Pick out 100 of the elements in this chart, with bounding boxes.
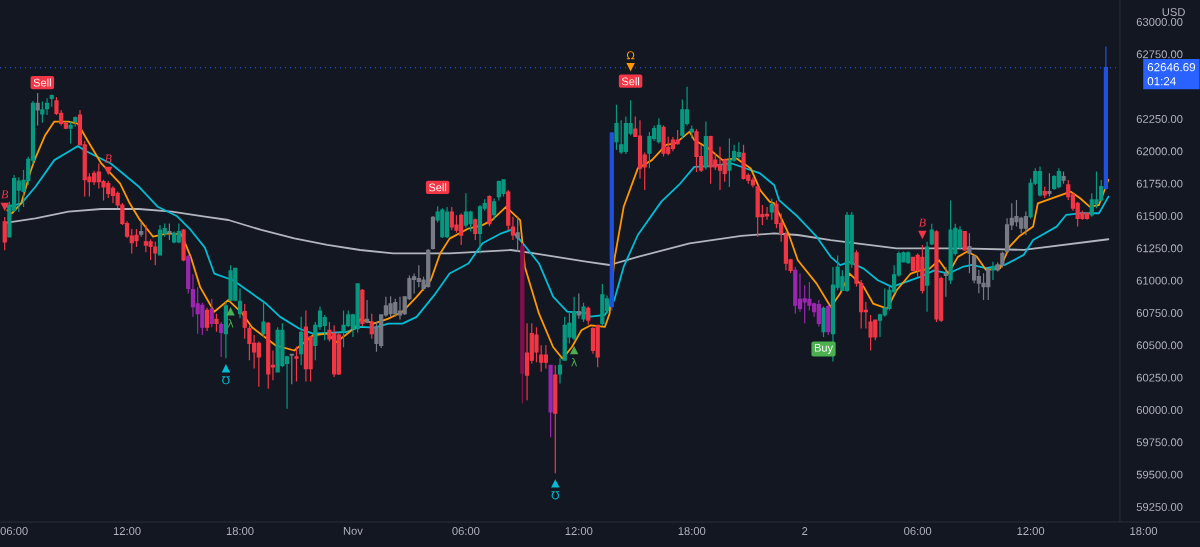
candlestick [1061, 171, 1066, 185]
annotation: ℧ [222, 376, 230, 385]
x-tick-label: 12:00 [113, 527, 141, 535]
candlestick [614, 104, 619, 151]
candlestick [948, 199, 953, 285]
candlestick [990, 261, 996, 281]
candlestick [341, 309, 346, 348]
annotation: Sell [33, 78, 51, 87]
candlestick [769, 197, 774, 221]
annotation: Sell [621, 77, 640, 86]
candlestick [619, 119, 624, 155]
candlestick [576, 292, 581, 320]
y-tick-label: 59750.00 [1136, 438, 1183, 447]
x-tick-label: 18:00 [226, 527, 254, 535]
annotation: B [104, 154, 112, 163]
x-tick-label: 06:00 [0, 527, 28, 535]
candlestick [543, 344, 548, 370]
candlestick [167, 222, 172, 241]
candlestick [294, 346, 299, 383]
candlestick [539, 344, 544, 373]
y-tick-label: 62000.00 [1136, 147, 1183, 156]
y-tick-label: 61250.00 [1136, 244, 1183, 253]
candlestick [364, 299, 370, 324]
candlestick [943, 266, 948, 298]
candlestick [49, 93, 54, 108]
candlestick [920, 244, 925, 295]
candlestick [548, 364, 553, 438]
x-tick-label: 18:00 [1130, 527, 1158, 535]
annotation: ▲ [221, 364, 231, 373]
candlestick [444, 206, 450, 239]
annotation: λ [571, 357, 578, 367]
annotation: B [918, 218, 926, 227]
candlestick [369, 313, 374, 340]
candlestick [223, 301, 228, 359]
annotation: B [1, 190, 9, 199]
y-tick-label: 63000.00 [1136, 18, 1183, 26]
y-tick-label: 60000.00 [1136, 406, 1183, 414]
annotation: λ [227, 319, 234, 328]
candlestick [967, 232, 972, 274]
candlestick [204, 307, 210, 332]
y-tick-label: 59250.00 [1136, 503, 1183, 511]
candlestick [40, 100, 45, 124]
annotation: Buy [814, 344, 833, 354]
y-tick-label: 61000.00 [1136, 276, 1183, 285]
candlestick [821, 305, 826, 338]
candlestick [1037, 165, 1043, 198]
candlestick [524, 322, 530, 401]
candlestick [981, 272, 986, 301]
candlestick [595, 324, 600, 368]
candlestick [708, 135, 713, 185]
candlestick [242, 303, 247, 340]
x-tick-label: 12:00 [1017, 527, 1045, 535]
candlestick [689, 124, 694, 139]
annotation: ▲ [551, 479, 560, 488]
candlestick [181, 228, 186, 262]
candlestick [176, 222, 181, 244]
x-tick-label: 12:00 [565, 527, 593, 535]
candlestick [741, 144, 746, 181]
candlestick [289, 353, 294, 385]
annotation: ▼ [918, 230, 927, 240]
y-tick-label: 62250.00 [1136, 115, 1183, 123]
candlestick [934, 229, 939, 323]
y-tick-label: 60750.00 [1136, 309, 1183, 317]
y-tick-label: 62750.00 [1136, 50, 1183, 59]
candlestick [924, 241, 930, 313]
candlestick [1042, 186, 1047, 199]
candlestick [237, 287, 243, 319]
x-tick-label: 2 [802, 527, 808, 535]
candlestick [661, 124, 666, 158]
candlestick [73, 115, 78, 128]
candlestick [520, 242, 525, 405]
y-tick-label: 61750.00 [1136, 179, 1183, 188]
candlestick [1023, 210, 1028, 236]
candlestick [515, 216, 520, 253]
candlestick [492, 197, 497, 221]
x-tick-label: 06:00 [452, 527, 480, 535]
candlestick [703, 120, 708, 171]
annotation: Sell [428, 183, 447, 192]
candlestick [957, 225, 963, 251]
candlestick [600, 283, 605, 327]
candlestick [553, 364, 558, 474]
candlestick [736, 141, 741, 160]
candlestick [557, 357, 563, 385]
candlestick [214, 313, 219, 333]
candlestick [2, 216, 7, 251]
candlestick [717, 146, 723, 191]
candlestick [110, 185, 116, 204]
y-tick-label: 59500.00 [1136, 470, 1183, 479]
candlestick [487, 194, 492, 227]
x-tick-label: Nov [343, 527, 363, 535]
candlestick [764, 206, 770, 221]
annotation: ▼ [626, 63, 635, 72]
candlestick [510, 216, 516, 241]
candlestick [1047, 172, 1052, 198]
candlestick [139, 220, 144, 238]
candlestick [501, 178, 506, 198]
candlestick [750, 176, 756, 189]
x-tick-label: 06:00 [904, 527, 932, 535]
candlestick [261, 301, 266, 338]
candlestick [727, 137, 732, 188]
